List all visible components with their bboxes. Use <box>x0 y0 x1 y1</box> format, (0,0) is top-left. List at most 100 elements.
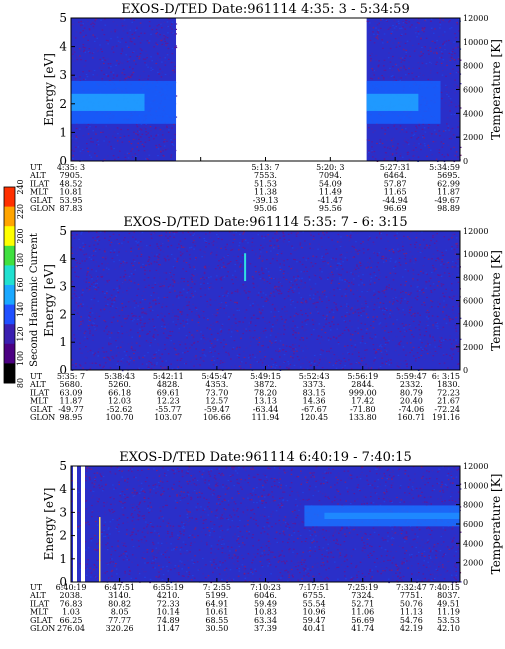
noise-pixel <box>140 253 143 256</box>
noise-pixel <box>216 362 218 364</box>
noise-pixel <box>283 333 285 335</box>
noise-pixel <box>328 299 330 301</box>
noise-pixel <box>261 272 264 274</box>
noise-pixel <box>72 47 75 49</box>
noise-pixel <box>332 364 335 366</box>
noise-pixel <box>88 476 91 478</box>
noise-pixel <box>93 563 96 566</box>
noise-pixel <box>107 58 109 60</box>
noise-pixel <box>442 326 445 328</box>
noise-pixel <box>124 159 127 161</box>
noise-pixel <box>316 364 319 366</box>
noise-pixel <box>150 339 152 341</box>
noise-pixel <box>176 247 179 249</box>
noise-pixel <box>396 307 399 309</box>
noise-pixel <box>168 578 171 580</box>
noise-pixel <box>418 247 421 249</box>
noise-pixel <box>383 69 386 71</box>
noise-pixel <box>425 311 428 313</box>
noise-pixel <box>425 283 427 285</box>
noise-pixel <box>89 330 91 332</box>
noise-pixel <box>169 291 171 293</box>
noise-pixel <box>361 335 364 337</box>
noise-pixel <box>118 243 121 245</box>
noise-pixel <box>428 315 430 317</box>
noise-pixel <box>120 346 122 348</box>
noise-pixel <box>371 484 374 486</box>
noise-pixel <box>238 346 241 348</box>
noise-pixel <box>121 341 124 343</box>
noise-pixel <box>108 234 110 236</box>
noise-pixel <box>284 311 286 313</box>
noise-pixel <box>412 145 415 147</box>
noise-pixel <box>294 347 297 349</box>
noise-pixel <box>162 150 164 152</box>
noise-pixel <box>216 309 218 311</box>
noise-pixel <box>261 269 263 271</box>
noise-pixel <box>393 27 396 29</box>
noise-pixel <box>381 255 383 258</box>
noise-pixel <box>87 267 89 269</box>
noise-pixel <box>232 274 234 276</box>
noise-pixel <box>295 233 298 235</box>
noise-pixel <box>402 311 404 314</box>
noise-pixel <box>422 74 425 76</box>
noise-pixel <box>334 362 337 364</box>
noise-pixel <box>335 358 338 360</box>
noise-pixel <box>107 137 109 139</box>
noise-pixel <box>233 340 236 342</box>
noise-pixel <box>372 31 374 33</box>
noise-pixel <box>448 320 451 322</box>
noise-pixel <box>355 251 357 254</box>
noise-pixel <box>232 314 235 316</box>
noise-pixel <box>293 231 296 233</box>
noise-pixel <box>86 568 88 570</box>
noise-pixel <box>221 361 224 364</box>
y2-axis-label: Temperature [K] <box>489 250 503 351</box>
noise-pixel <box>146 149 149 151</box>
noise-pixel <box>290 253 292 255</box>
noise-pixel <box>166 525 169 527</box>
noise-pixel <box>173 276 175 279</box>
noise-pixel <box>149 345 151 347</box>
table-cell: -44.94 <box>382 196 408 205</box>
noise-pixel <box>305 323 308 325</box>
noise-pixel <box>263 282 266 284</box>
row-label: GLON <box>30 204 55 213</box>
noise-pixel <box>304 286 306 288</box>
noise-pixel <box>114 31 116 33</box>
noise-pixel <box>136 126 139 128</box>
noise-pixel <box>159 276 161 279</box>
noise-pixel <box>116 36 119 38</box>
noise-pixel <box>350 308 352 310</box>
noise-pixel <box>446 264 448 266</box>
noise-pixel <box>269 565 271 567</box>
noise-pixel <box>267 346 269 348</box>
noise-pixel <box>93 69 96 72</box>
noise-pixel <box>349 231 352 233</box>
colorbar-label: Second Harmonic Current <box>29 233 40 367</box>
noise-pixel <box>191 290 194 292</box>
noise-pixel <box>149 60 151 62</box>
noise-pixel <box>417 136 420 139</box>
noise-pixel <box>73 141 75 143</box>
noise-pixel <box>450 104 453 106</box>
noise-pixel <box>161 27 163 29</box>
noise-pixel <box>252 337 255 339</box>
noise-pixel <box>343 320 346 322</box>
noise-pixel <box>430 50 432 52</box>
noise-pixel <box>262 484 264 486</box>
noise-pixel <box>385 314 387 316</box>
noise-pixel <box>325 539 327 541</box>
noise-pixel <box>141 326 143 328</box>
noise-pixel <box>349 339 352 341</box>
noise-pixel <box>420 38 422 40</box>
noise-pixel <box>73 148 75 150</box>
noise-pixel <box>164 64 167 66</box>
noise-pixel <box>137 368 139 370</box>
noise-pixel <box>392 339 394 341</box>
noise-pixel <box>168 124 171 126</box>
noise-pixel <box>358 249 361 251</box>
noise-pixel <box>432 235 434 237</box>
noise-pixel <box>405 69 407 71</box>
